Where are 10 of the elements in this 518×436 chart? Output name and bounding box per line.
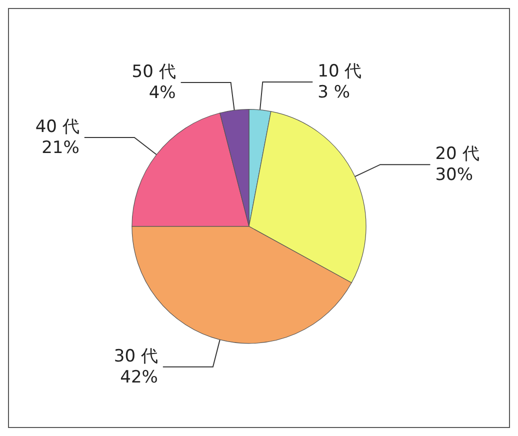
data-label: 3 % [318, 82, 350, 102]
data-label: 21% [42, 138, 80, 158]
slice-label: 40 代 [35, 116, 80, 137]
data-label: 30% [435, 165, 474, 186]
slice-label: 20 代 [435, 144, 480, 164]
slice-label: 10 代 [318, 61, 362, 82]
data-label: 42% [120, 367, 158, 388]
data-label: 4% [148, 82, 176, 103]
slice-label: 30 代 [114, 346, 158, 366]
slice-label: 50 代 [132, 62, 176, 82]
